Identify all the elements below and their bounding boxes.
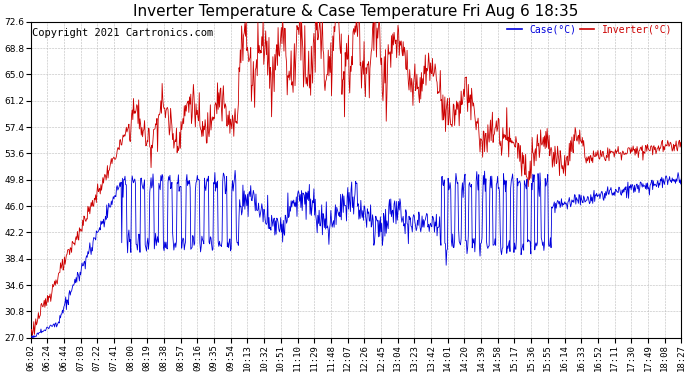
Title: Inverter Temperature & Case Temperature Fri Aug 6 18:35: Inverter Temperature & Case Temperature … xyxy=(133,4,579,19)
Legend: Case(°C), Inverter(°C): Case(°C), Inverter(°C) xyxy=(504,20,676,38)
Text: Copyright 2021 Cartronics.com: Copyright 2021 Cartronics.com xyxy=(32,28,213,38)
